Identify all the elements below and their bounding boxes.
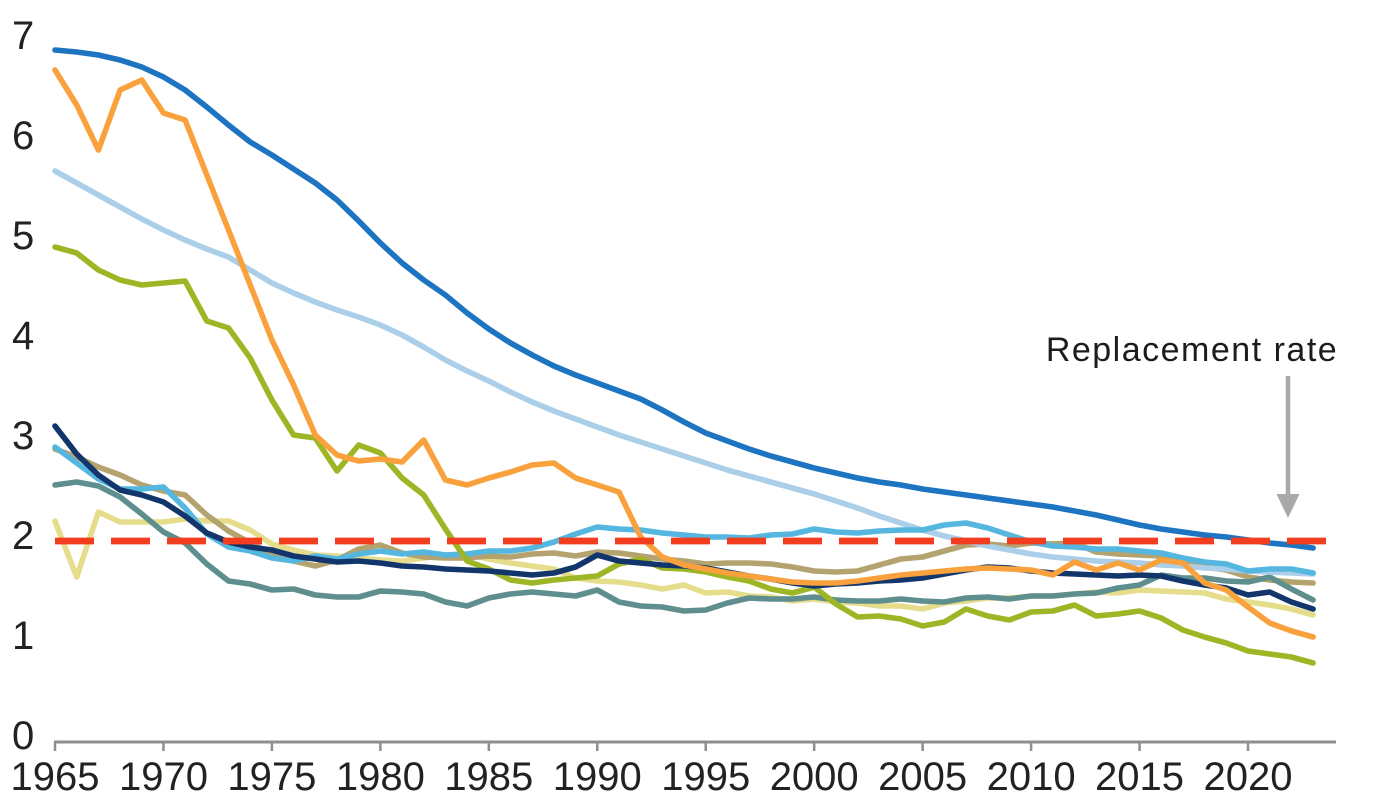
olive-green-line: [52, 244, 1316, 666]
y-tick-label: 0: [12, 714, 34, 758]
y-tick-label: 3: [12, 414, 34, 458]
blue-line: [52, 47, 1316, 551]
y-tick-label: 2: [12, 514, 34, 558]
replacement-rate-label: Replacement rate: [1046, 331, 1338, 369]
y-tick-label: 1: [12, 614, 34, 658]
y-tick-label: 6: [12, 114, 34, 158]
x-tick-label: 2020: [1204, 755, 1293, 799]
y-axis-tick-labels: 0 1 2 3 4 5 6 7: [12, 14, 34, 758]
x-tick-label: 2015: [1095, 755, 1184, 799]
orange-line: [52, 67, 1316, 640]
x-axis: 1965 1970 1975 1980 1985 1990 1995 2000 2005 2010…: [11, 740, 1336, 799]
series-lines: [52, 47, 1316, 666]
x-tick-label: 2005: [878, 755, 967, 799]
x-tick-label: 1980: [336, 755, 425, 799]
x-tick-label: 1975: [227, 755, 316, 799]
sky-blue-line: [52, 444, 1316, 576]
y-tick-label: 7: [12, 14, 34, 58]
y-tick-label: 5: [12, 214, 34, 258]
x-tick-label: 2000: [770, 755, 859, 799]
x-tick-label: 1990: [553, 755, 642, 799]
x-tick-label: 1995: [661, 755, 750, 799]
x-tick-label: 1965: [11, 755, 100, 799]
down-arrow-head-icon: [1276, 494, 1300, 518]
x-tick-label: 1985: [444, 755, 533, 799]
teal-line: [52, 479, 1316, 614]
replacement-rate-annotation: Replacement rate: [1046, 331, 1338, 518]
x-tick-label: 2010: [987, 755, 1076, 799]
y-tick-label: 4: [12, 314, 34, 358]
x-tick-label: 1970: [119, 755, 208, 799]
light-blue-line: [52, 168, 1316, 577]
